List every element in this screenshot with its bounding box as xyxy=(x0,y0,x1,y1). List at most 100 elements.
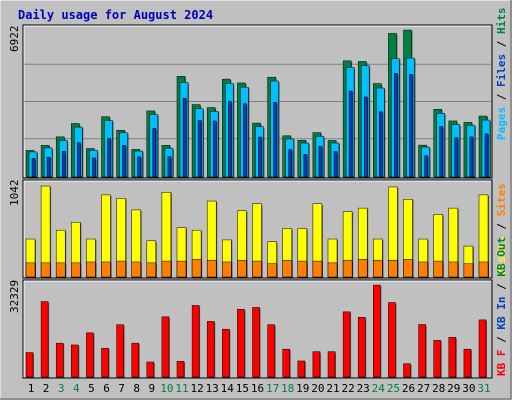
day-label: 14 xyxy=(221,382,235,395)
day-label: 6 xyxy=(103,382,110,395)
kbytes-bar xyxy=(297,360,306,378)
kbytes-bar xyxy=(282,348,290,378)
sites-bar xyxy=(418,261,428,278)
pages-bar xyxy=(288,149,292,178)
day-label: 28 xyxy=(432,382,445,395)
day-label: 5 xyxy=(88,382,95,395)
sites-bar xyxy=(161,260,172,278)
pages-bar xyxy=(258,136,262,178)
kbytes-bar xyxy=(71,344,79,378)
kbytes-bar xyxy=(206,321,215,378)
legend-pages-files-hits-part: Pages xyxy=(495,107,508,140)
kbytes-bar xyxy=(40,301,49,378)
sites-bar xyxy=(71,262,81,278)
pages-bar xyxy=(379,111,383,178)
pages-bar xyxy=(152,128,157,178)
legend-visits-sites: Visits / Sites xyxy=(495,183,508,276)
sites-bar xyxy=(267,263,277,278)
sites-bar xyxy=(86,261,96,278)
kbytes-bar xyxy=(267,324,275,378)
sites-bar xyxy=(40,262,51,278)
sites-bar xyxy=(433,260,443,278)
kbytes-bar xyxy=(25,352,34,378)
chart-marks xyxy=(25,29,491,378)
legend-visits-sites-part: / xyxy=(495,216,508,236)
sites-bar xyxy=(388,259,398,278)
pages-bar xyxy=(318,145,323,178)
pages-bar xyxy=(61,151,66,178)
day-label: 7 xyxy=(118,382,125,395)
kbytes-max-label: 32329 xyxy=(8,280,21,313)
legend-pages-files-hits-part: Files xyxy=(495,54,508,87)
kbytes-bar xyxy=(237,309,245,378)
pages-bar xyxy=(122,145,126,178)
kbytes-bar xyxy=(463,348,472,378)
day-label: 29 xyxy=(447,382,460,395)
legend-kbytes-part: KB Out xyxy=(495,237,508,277)
visits-max-label: 1042 xyxy=(8,180,21,207)
legend-visits-sites-part: Sites xyxy=(495,183,508,216)
sites-bar xyxy=(478,261,489,278)
day-label: 19 xyxy=(296,382,309,395)
day-label: 21 xyxy=(326,382,339,395)
day-label: 17 xyxy=(266,382,279,395)
kbytes-bar xyxy=(86,332,94,378)
day-label: 16 xyxy=(251,382,264,395)
kbytes-bar xyxy=(312,351,321,378)
pages-bar xyxy=(31,158,36,178)
sites-bar xyxy=(448,261,459,278)
kbytes-bar xyxy=(357,316,366,378)
sites-bar xyxy=(357,259,368,278)
kbytes-bar xyxy=(222,328,230,378)
pages-bar xyxy=(167,156,172,178)
kbytes-bar xyxy=(161,316,170,378)
pages-bar xyxy=(197,120,202,178)
sites-bar xyxy=(403,259,413,278)
sites-bar xyxy=(282,259,292,278)
sites-bar xyxy=(297,260,308,278)
sites-bar xyxy=(222,261,232,278)
pages-bar xyxy=(409,73,413,178)
sites-bar xyxy=(342,259,353,278)
kbytes-bar xyxy=(252,307,260,378)
day-label: 18 xyxy=(281,382,294,395)
pages-bar xyxy=(273,101,277,178)
pages-bar xyxy=(182,97,187,178)
pages-bar xyxy=(46,156,51,178)
day-label: 20 xyxy=(311,382,324,395)
sites-bar xyxy=(101,261,111,278)
pages-bar xyxy=(228,101,232,178)
kbytes-bar xyxy=(478,319,487,378)
sites-bar xyxy=(25,262,36,278)
kbytes-bar xyxy=(146,361,155,378)
day-label: 11 xyxy=(175,382,188,395)
pages-bar xyxy=(77,142,81,178)
kbytes-bar xyxy=(101,348,109,378)
kbytes-bar xyxy=(403,363,411,378)
pages-bar xyxy=(92,157,96,178)
day-label: 15 xyxy=(236,382,249,395)
day-label: 4 xyxy=(73,382,80,395)
kbytes-bar xyxy=(433,340,441,378)
day-labels: 1 2 3 4 5 6 7 8 9 10 11 12 13 14 15 16 17 18 19 20 21 22 23 24 2… xyxy=(28,382,491,395)
sites-bar xyxy=(176,260,187,278)
kbytes-bar xyxy=(55,342,64,378)
legend-pages-files-hits: Pages / Files / Hits xyxy=(495,8,508,141)
sites-bar xyxy=(312,260,323,278)
kbytes-bar xyxy=(448,337,457,378)
day-label: 25 xyxy=(387,382,400,395)
day-label: 30 xyxy=(462,382,475,395)
sites-bar xyxy=(373,259,383,278)
pages-bar xyxy=(348,90,353,178)
sites-bar xyxy=(327,262,338,278)
sites-bar xyxy=(131,261,141,278)
kbytes-bar xyxy=(388,302,396,378)
day-label: 26 xyxy=(402,382,415,395)
kbytes-bar xyxy=(327,351,336,378)
legend-kbytes-part: / xyxy=(495,330,508,350)
pages-bar xyxy=(469,136,474,178)
legend-kbytes: KB F / KB In / KB Out xyxy=(495,237,508,376)
legend-pages-files-hits-part: Hits xyxy=(495,8,508,35)
legend-kbytes-part: KB In xyxy=(495,297,508,330)
kbytes-bar xyxy=(418,324,426,378)
